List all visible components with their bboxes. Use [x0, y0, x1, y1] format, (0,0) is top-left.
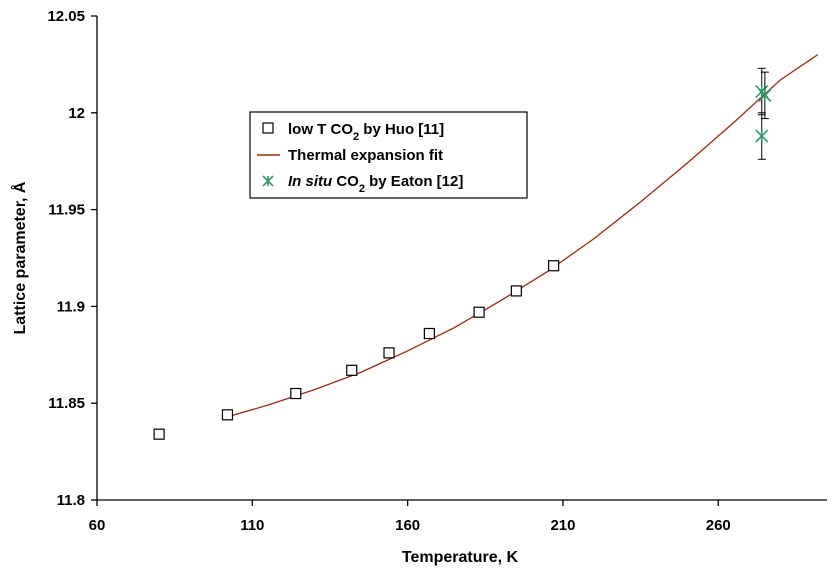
x-tick-label: 160: [395, 517, 420, 534]
fit-line: [227, 54, 819, 418]
x-tick-label: 210: [550, 517, 575, 534]
legend: low T CO2 by Huo [11]Thermal expansion f…: [249, 111, 528, 199]
legend-asterisk-marker: [262, 175, 274, 187]
x-axis-ticks: 60 110 160 210 260: [89, 500, 731, 534]
data-point-square: [290, 387, 302, 400]
data-point-square: [153, 428, 165, 440]
legend-label-sub: 2: [359, 183, 365, 195]
data-point-square: [473, 306, 485, 318]
x-tick-label: 60: [89, 517, 106, 534]
legend-label-main: CO: [332, 173, 359, 190]
y-tick-label: 11.95: [48, 202, 85, 219]
y-tick-label: 11.8: [57, 492, 85, 509]
legend-box: [249, 111, 528, 199]
legend-label-main: Thermal expansion fit: [288, 147, 443, 164]
x-axis-label: Temperature, K: [402, 549, 519, 566]
y-tick-label: 12.05: [47, 8, 85, 25]
data-point-asterisk: [758, 88, 772, 102]
y-tick-label: 11.85: [48, 395, 85, 412]
data-point-square: [383, 347, 395, 359]
legend-label-tail: by Eaton [12]: [365, 173, 463, 190]
legend-square-marker: [262, 122, 274, 134]
legend-label: In situ CO2 by Eaton [12]: [288, 173, 463, 195]
legend-label: low T CO2 by Huo [11]: [288, 121, 444, 143]
x-tick-label: 260: [706, 517, 731, 534]
legend-label: Thermal expansion fit: [288, 147, 443, 164]
data-point-square: [221, 409, 234, 421]
data-point-square: [346, 364, 358, 376]
legend-label-sub: 2: [353, 131, 359, 143]
data-point-square: [510, 285, 522, 297]
y-axis-label: Lattice parameter, Å: [10, 181, 29, 334]
data-point-square: [548, 260, 560, 272]
legend-label-italic: In situ: [288, 173, 332, 190]
data-point-asterisk: [755, 129, 769, 143]
y-tick-label: 11.9: [57, 298, 85, 315]
legend-label-main: low T CO: [288, 121, 353, 138]
legend-label-tail: by Huo [11]: [359, 121, 444, 138]
data-point-square: [423, 327, 435, 340]
x-tick-label: 110: [240, 517, 264, 534]
series-layer: [153, 54, 819, 440]
y-axis-ticks: 11.8 11.85 11.9 11.95 12 12.05: [47, 8, 97, 509]
y-tick-label: 12: [68, 105, 85, 122]
axes: [96, 16, 827, 501]
